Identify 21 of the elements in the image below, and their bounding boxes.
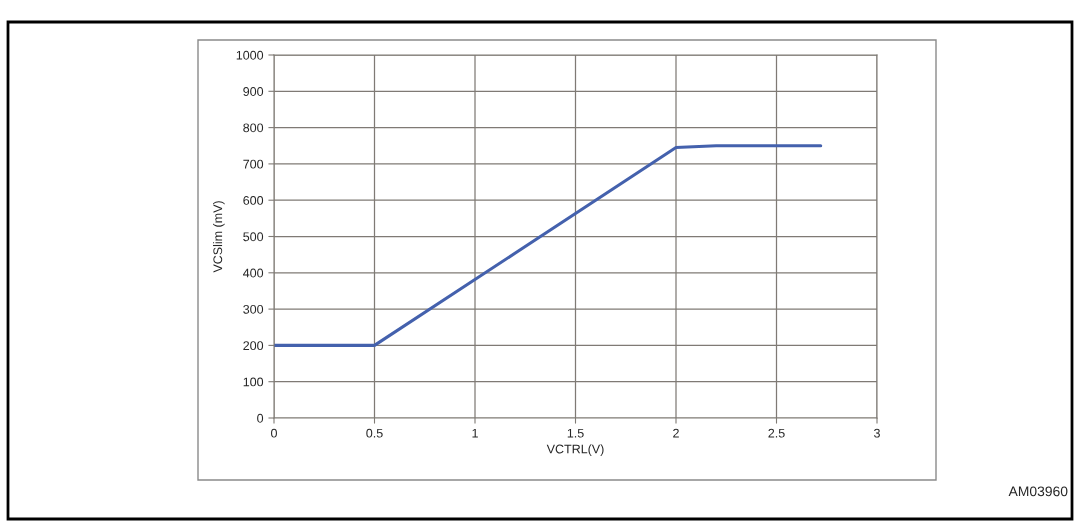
- x-tick-label: 2.5: [768, 428, 785, 438]
- y-tick-label: 700: [243, 159, 264, 169]
- y-tick-label: 1000: [236, 50, 264, 60]
- x-tick-label: 2: [673, 428, 679, 438]
- y-tick-label: 500: [243, 232, 264, 242]
- y-tick-label: 200: [243, 341, 264, 351]
- x-tick-label: 1: [472, 428, 478, 438]
- x-tick-label: 0.5: [366, 428, 383, 438]
- y-tick-label: 900: [243, 87, 264, 96]
- x-tick-label: 3: [874, 428, 880, 438]
- y-tick-label: 600: [243, 196, 264, 205]
- y-tick-label: 400: [243, 268, 264, 278]
- y-tick-label: 800: [243, 123, 264, 133]
- x-tick-label: 0: [271, 428, 277, 438]
- y-tick-label: 0: [257, 413, 264, 423]
- x-tick-label: 1.5: [567, 428, 584, 438]
- text: AM03960: [1008, 486, 1068, 497]
- y-tick-label: 300: [243, 304, 264, 314]
- y-axis-title: VCSlim (mV): [213, 201, 225, 273]
- y-tick-label: 100: [243, 377, 264, 387]
- x-axis-title: VCTRL(V): [546, 444, 604, 456]
